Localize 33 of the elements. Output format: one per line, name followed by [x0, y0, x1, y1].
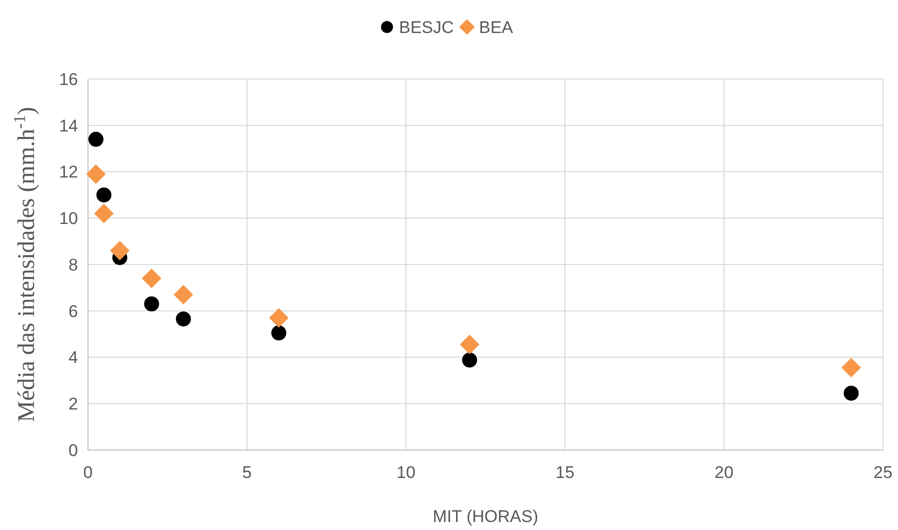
point	[841, 358, 861, 378]
y-tick-label: 0	[68, 440, 78, 460]
legend-label: BEA	[479, 18, 514, 37]
point	[96, 187, 112, 202]
point	[88, 132, 104, 147]
point	[174, 284, 194, 304]
point	[462, 352, 478, 368]
y-tick-label: 2	[68, 394, 78, 414]
point	[844, 386, 859, 401]
y-tick-label: 8	[68, 255, 78, 274]
legend-label: BESJC	[399, 18, 454, 37]
y-tick-label: 4	[68, 348, 78, 368]
y-tick-label: 14	[59, 116, 78, 136]
y-tick-label: 16	[59, 70, 78, 89]
y-tick-label: 6	[68, 302, 78, 321]
y-tick-label: 12	[59, 162, 78, 182]
x-axis-title: MIT (HORAS)	[432, 507, 538, 526]
point	[176, 311, 191, 326]
point	[269, 308, 289, 328]
point	[86, 164, 106, 184]
point	[110, 240, 130, 260]
x-tick-label: 25	[874, 463, 892, 482]
point	[460, 334, 480, 354]
x-tick-label: 15	[556, 463, 574, 482]
x-tick-label: 0	[83, 463, 93, 482]
x-tick-label: 10	[396, 463, 416, 482]
point	[271, 325, 286, 340]
x-tick-label: 20	[714, 463, 734, 482]
point	[144, 296, 160, 312]
y-tick-label: 10	[59, 209, 78, 228]
point	[94, 204, 114, 224]
point	[142, 268, 162, 288]
x-tick-label: 5	[242, 463, 252, 482]
